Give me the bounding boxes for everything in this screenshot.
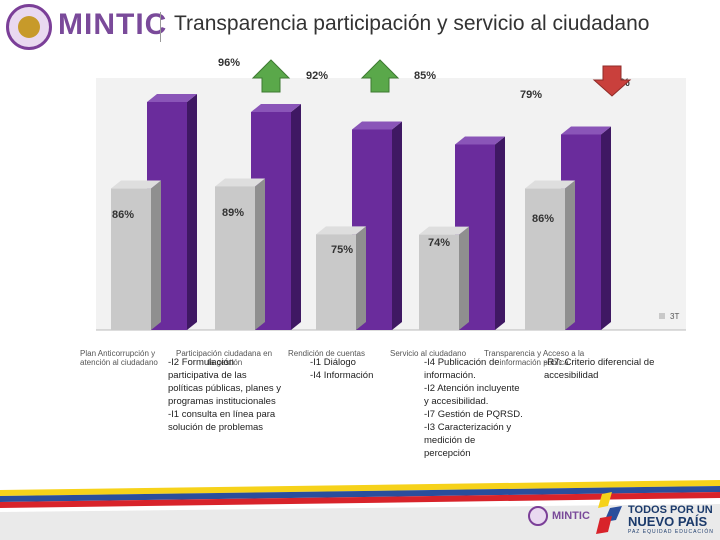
data-label-purple-4: 79% [520,89,542,101]
category-label-line: Rendición de cuentas [288,349,365,358]
data-label-gray-5: 86% [532,213,554,225]
header-divider [160,12,161,42]
legend-swatch-3t [659,313,665,319]
bar-gray-3-top [316,226,366,235]
category-label-line: la gestión [208,358,243,367]
category-label-3: Rendición de cuentas [288,349,365,358]
mintic-brand: MINTIC [58,8,168,41]
bar-purple-2-top [251,104,301,112]
trend-up-arrow-icon-3 [360,59,400,93]
category-label-line: información pública [499,358,569,367]
bar-purple-4-top [455,136,505,145]
footer-tagline-sub: PAZ EQUIDAD EDUCACIÓN [628,529,714,535]
bar-purple-5-top [561,126,611,135]
category-label-2: Participación ciudadana en la gestión [176,349,272,367]
trend-down-arrow-icon-5 [592,65,632,97]
trend-up-arrow-icon-2 [251,59,291,93]
bar-purple-3-side [392,121,402,330]
bar-gray-2-top [215,178,265,187]
bar-gray-1-top [111,180,161,189]
bar-gray-5-front [525,188,565,330]
footer-tagline-main: NUEVO PAÍS [628,514,708,529]
category-label-line: Servicio al ciudadano [390,349,467,358]
category-label-line: atención al ciudadano [80,358,158,367]
page-title: Transparencia participación y servicio a… [174,12,650,35]
category-label-line: Transparencia y Acceso a la [484,349,585,358]
bar-gray-5-side [565,180,575,330]
bar-gray-4 [419,226,469,330]
bar-gray-3 [316,226,366,330]
note-participacion: -I2 Formulación participativa de las pol… [168,357,282,433]
category-label-line: Plan Anticorrupción y [80,349,156,358]
data-label-purple-3: 85% [414,70,436,82]
footer-tagline-top: TODOS POR UN [628,504,713,516]
bar-gray-2-front [215,186,255,330]
note-rendicion: -I1 Diálogo -I4 Información [310,357,374,381]
bar-gray-2 [215,178,265,330]
note-transparencia: -R7: Criterio diferencial de accesibilid… [544,357,655,381]
bar-purple-1-side [187,94,197,330]
bar-gray-4-front [419,234,459,330]
bar-gray-1 [111,180,161,330]
category-label-4: Servicio al ciudadano [390,349,466,358]
bar-purple-1-top [147,94,197,102]
bar-gray-4-side [459,226,469,330]
legend-label-3t: 3T [670,312,679,321]
data-label-purple-1: 96% [218,57,240,69]
bar-gray-5 [525,180,575,330]
bar-gray-4-top [419,226,469,235]
data-label-gray-3: 75% [331,244,353,256]
data-label-gray-1: 86% [112,209,134,221]
category-label-1: Plan Anticorrupción y atención al ciudad… [80,349,158,367]
footer-tagline: TODOS POR UN NUEVO PAÍS [628,504,713,528]
bar-purple-4-side [495,136,505,330]
colombia-seal-logo [6,4,52,50]
bar-gray-1-front [111,188,151,330]
bar-gray-1-side [151,180,161,330]
bar-purple-5-side [601,126,611,330]
bar-gray-5-top [525,180,575,189]
bar-gray-2-side [255,178,265,330]
bar-gray-3-front [316,234,356,330]
data-label-purple-2: 92% [306,70,328,82]
todos-por-un-nuevo-pais-logo [596,492,622,534]
footer-seal-logo [528,506,548,526]
category-label-5: Transparencia y Acceso a la información … [484,349,584,367]
bar-purple-2-side [291,104,301,330]
bar-gray-3-side [356,226,366,330]
category-label-line: Participación ciudadana en [176,349,273,358]
note-servicio: -I4 Publicación de información. -I2 Aten… [424,357,523,459]
data-label-gray-2: 89% [222,207,244,219]
bar-purple-3-top [352,121,402,130]
footer-brand: MINTIC [552,510,590,522]
data-label-gray-4: 74% [428,237,450,249]
